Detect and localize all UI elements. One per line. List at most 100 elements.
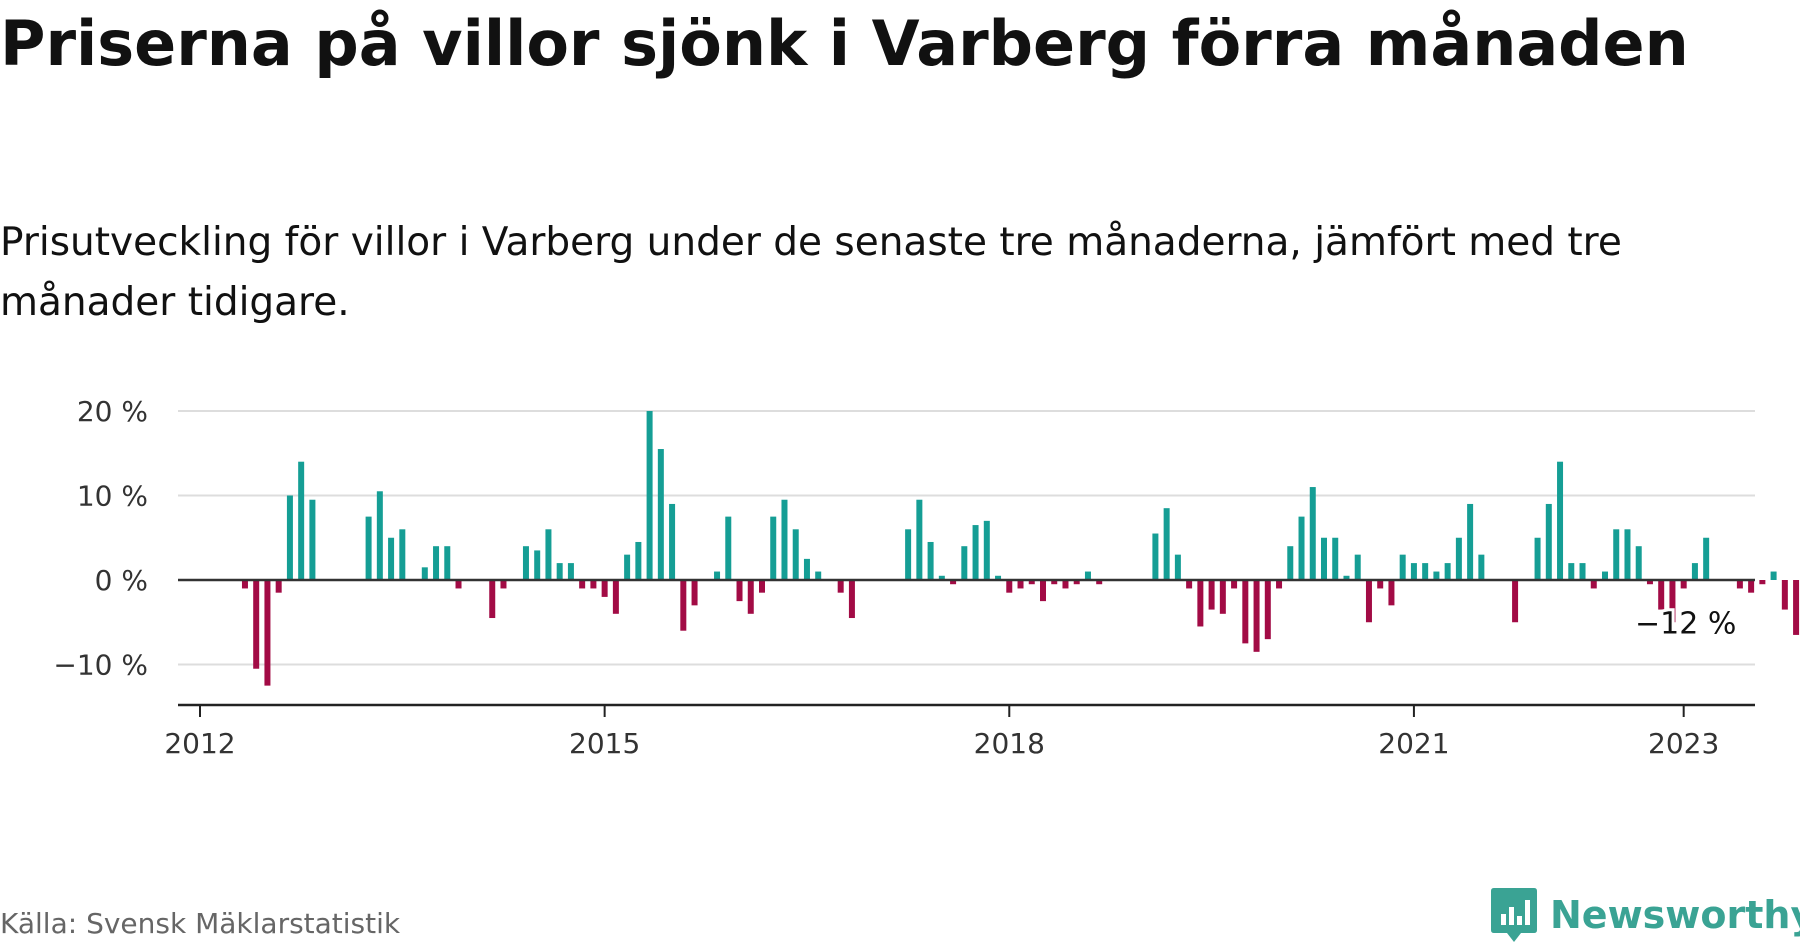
bar <box>1703 537 1710 580</box>
bar <box>1388 580 1395 606</box>
bar <box>1152 533 1159 580</box>
bar <box>1748 580 1755 593</box>
bar <box>1793 580 1800 635</box>
bar <box>1096 580 1103 585</box>
bar <box>1736 580 1743 589</box>
bar <box>1006 580 1013 593</box>
bar <box>1332 537 1339 580</box>
bar <box>421 567 428 580</box>
bar <box>781 499 788 580</box>
bar <box>1646 580 1653 585</box>
bar <box>590 580 597 589</box>
bar <box>612 580 619 614</box>
bar <box>444 546 451 580</box>
bar <box>680 580 687 631</box>
bar <box>950 580 957 585</box>
bar <box>1062 580 1069 589</box>
bar <box>253 580 260 669</box>
axes <box>178 578 1755 717</box>
bar <box>298 461 305 580</box>
bar <box>927 541 934 580</box>
bar <box>646 411 653 580</box>
bar <box>489 580 496 619</box>
y-tick-label: 10 % <box>77 480 148 513</box>
bar <box>1602 571 1608 580</box>
bar <box>1377 580 1384 589</box>
chart-title: Priserna på villor sjönk i Varberg förra… <box>0 7 1689 80</box>
bar <box>1208 580 1215 610</box>
bar <box>1545 503 1552 580</box>
bar <box>938 575 945 580</box>
bar <box>759 580 765 593</box>
bar <box>1759 580 1766 585</box>
bar <box>286 495 293 580</box>
x-tick-label: 2023 <box>1648 727 1719 760</box>
gridlines <box>178 410 1755 666</box>
bar <box>961 546 968 580</box>
bar <box>1635 546 1642 580</box>
bar <box>1624 529 1631 580</box>
bar <box>399 529 406 580</box>
bar <box>601 580 608 597</box>
bar <box>983 520 990 580</box>
bar-chart: 20 % 10 % 0 % −10 % 2012 2015 2018 2021 2023 −1… <box>53 395 1800 760</box>
bar <box>803 558 810 580</box>
bar <box>1444 563 1451 580</box>
bar <box>567 563 574 580</box>
bar <box>669 503 676 580</box>
x-axis-labels: 2012 2015 2018 2021 2023 <box>164 727 1719 760</box>
bar <box>1680 580 1687 589</box>
bar <box>1298 516 1305 580</box>
brand-name: Newsworthy <box>1550 893 1800 937</box>
y-tick-label: 0 % <box>95 564 148 597</box>
bar <box>1084 571 1091 580</box>
bar <box>624 554 631 580</box>
bar <box>500 580 507 589</box>
bar <box>1399 554 1406 580</box>
bar <box>1276 580 1283 589</box>
bar <box>388 537 395 580</box>
bar <box>1455 537 1462 580</box>
bars <box>241 411 1800 686</box>
bar <box>1186 580 1193 589</box>
bar <box>725 516 732 580</box>
bar <box>972 525 979 580</box>
bar <box>1321 537 1327 580</box>
bar <box>1309 487 1316 580</box>
brand[interactable]: Newsworthy <box>1490 885 1800 945</box>
bar <box>916 499 923 580</box>
last-value-label: −12 % <box>1635 606 1736 641</box>
bar <box>1579 563 1586 580</box>
bar <box>1231 580 1238 589</box>
bar <box>556 563 563 580</box>
x-tick-label: 2012 <box>164 727 235 760</box>
bar <box>1590 580 1597 589</box>
bar <box>1073 580 1080 585</box>
bar <box>657 449 664 580</box>
bar <box>1770 571 1777 580</box>
bar <box>545 529 552 580</box>
bar <box>1691 563 1698 580</box>
bar <box>241 580 248 589</box>
annotations: −12 % <box>1632 603 1739 644</box>
bar <box>714 571 721 580</box>
bar <box>376 491 383 580</box>
bar <box>1343 575 1350 580</box>
bar <box>264 580 271 686</box>
bar <box>1242 580 1249 644</box>
bar <box>736 580 743 602</box>
bar <box>848 580 855 619</box>
bar <box>1467 503 1474 580</box>
y-tick-label: −10 % <box>53 649 148 682</box>
bar <box>522 546 529 580</box>
bar <box>365 516 372 580</box>
bar <box>635 541 642 580</box>
bar <box>1264 580 1271 640</box>
bar <box>1658 580 1665 610</box>
bar <box>1613 529 1620 580</box>
bar <box>534 550 541 580</box>
bar <box>455 580 462 589</box>
bar <box>1433 571 1440 580</box>
bar <box>1568 563 1575 580</box>
bar <box>1028 580 1035 585</box>
